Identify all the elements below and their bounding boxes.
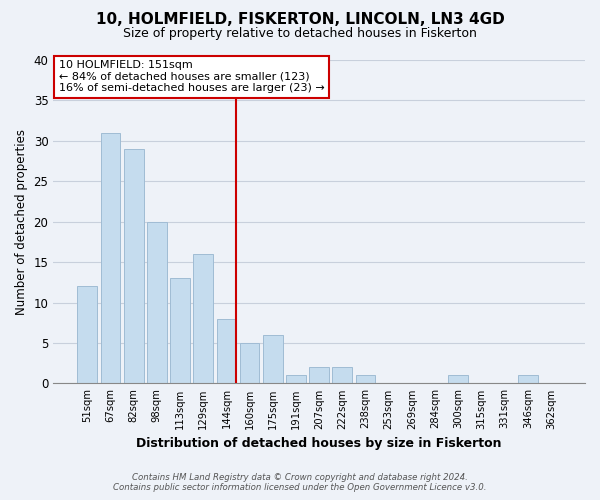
Bar (170, 278, 190, 384)
Y-axis label: Number of detached properties: Number of detached properties (15, 128, 28, 314)
Bar (356, 376, 376, 384)
Text: Contains HM Land Registry data © Crown copyright and database right 2024.
Contai: Contains HM Land Registry data © Crown c… (113, 473, 487, 492)
Bar (309, 368, 329, 384)
Bar (263, 335, 283, 384)
Text: 10, HOLMFIELD, FISKERTON, LINCOLN, LN3 4GD: 10, HOLMFIELD, FISKERTON, LINCOLN, LN3 4… (95, 12, 505, 28)
Bar (147, 222, 167, 384)
Bar (286, 376, 306, 384)
Bar (217, 318, 236, 384)
Bar (240, 343, 259, 384)
Text: 10 HOLMFIELD: 151sqm
← 84% of detached houses are smaller (123)
16% of semi-deta: 10 HOLMFIELD: 151sqm ← 84% of detached h… (59, 60, 325, 93)
Bar (332, 368, 352, 384)
Text: Size of property relative to detached houses in Fiskerton: Size of property relative to detached ho… (123, 28, 477, 40)
Bar (448, 376, 468, 384)
Bar (77, 286, 97, 384)
Bar (101, 133, 121, 384)
Bar (518, 376, 538, 384)
Bar (193, 254, 213, 384)
Bar (124, 149, 143, 384)
X-axis label: Distribution of detached houses by size in Fiskerton: Distribution of detached houses by size … (136, 437, 502, 450)
